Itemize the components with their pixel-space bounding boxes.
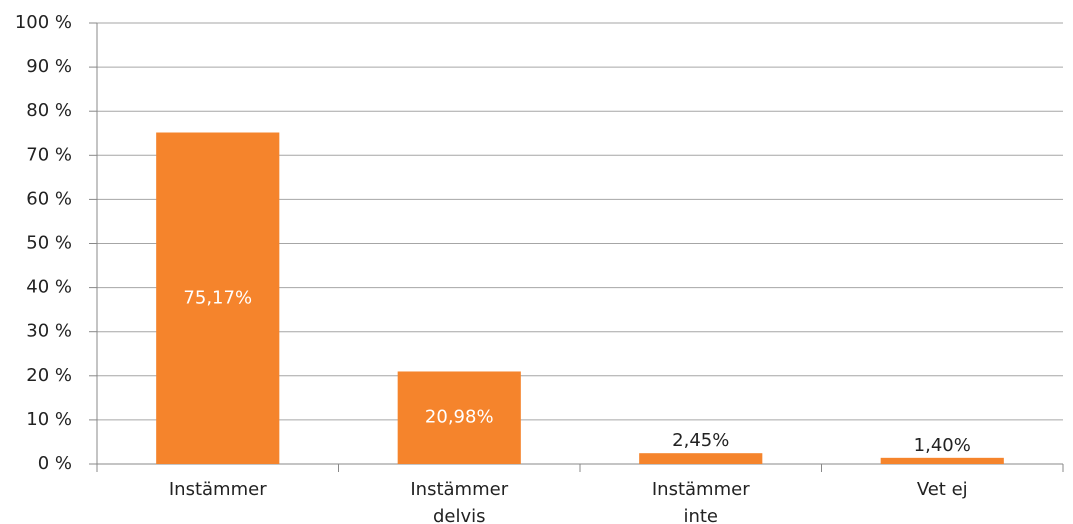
x-tick-label: Instämmer delvis <box>410 479 509 524</box>
y-tick-label: 90 % <box>26 56 72 77</box>
y-tick-label: 20 % <box>26 365 72 386</box>
data-label: 20,98% <box>425 407 494 428</box>
bar <box>880 457 1004 464</box>
data-label: 1,40% <box>914 435 971 456</box>
y-tick-label: 100 % <box>15 12 72 33</box>
bar <box>639 453 763 464</box>
x-tick-label: Instämmer <box>168 479 267 500</box>
y-tick-label: 10 % <box>26 409 72 430</box>
y-tick-label: 40 % <box>26 277 72 298</box>
y-tick-label: 60 % <box>26 188 72 209</box>
y-tick-label: 50 % <box>26 233 72 254</box>
y-tick-label: 30 % <box>26 321 72 342</box>
data-label: 2,45% <box>672 430 729 451</box>
bar <box>397 371 521 464</box>
y-tick-label: 0 % <box>38 453 72 474</box>
x-tick-label: Vet ej <box>916 479 968 500</box>
data-label: 75,17% <box>183 287 252 308</box>
x-tick-label: Instämmer inte <box>651 479 750 524</box>
y-tick-label: 80 % <box>26 100 72 121</box>
bar <box>156 132 280 464</box>
y-tick-label: 70 % <box>26 144 72 165</box>
